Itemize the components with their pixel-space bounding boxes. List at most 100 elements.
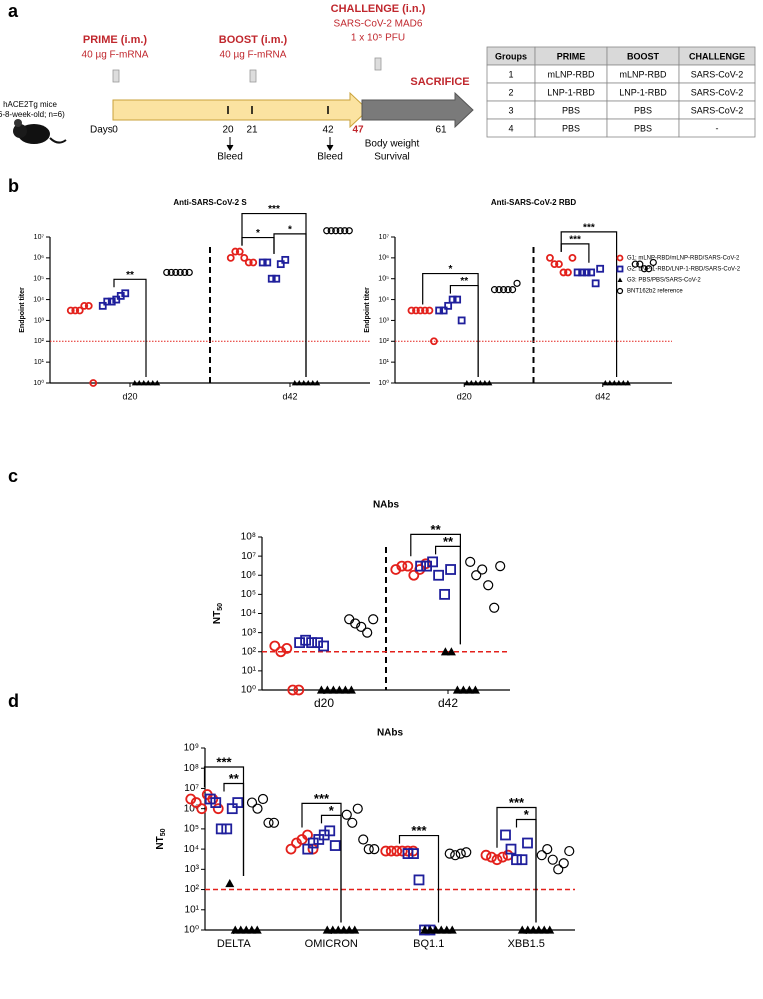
data-point bbox=[448, 295, 457, 304]
significance-label: * bbox=[524, 807, 530, 822]
challenge-label: CHALLENGE (i.n.) bbox=[331, 3, 426, 15]
data-point bbox=[385, 845, 397, 857]
data-point bbox=[490, 286, 499, 294]
data-point bbox=[345, 227, 353, 235]
data-point bbox=[465, 556, 476, 567]
data-point bbox=[602, 380, 609, 386]
data-point bbox=[103, 297, 112, 306]
significance-bracket bbox=[496, 806, 537, 923]
data-point bbox=[263, 258, 272, 267]
data-point bbox=[329, 840, 341, 851]
significance-label: *** bbox=[509, 795, 525, 810]
bleed-label: Bleed bbox=[317, 152, 343, 163]
data-point bbox=[291, 380, 298, 386]
data-point bbox=[578, 268, 587, 277]
data-point bbox=[275, 646, 287, 658]
significance-bracket bbox=[515, 818, 537, 923]
table-text: 1 bbox=[508, 69, 513, 79]
data-point bbox=[314, 380, 321, 386]
data-point bbox=[522, 837, 533, 849]
data-point bbox=[444, 301, 453, 310]
y-tick-label: 10³ bbox=[34, 317, 45, 324]
data-point bbox=[555, 260, 563, 269]
data-point bbox=[121, 289, 130, 298]
chart-title: NAbs bbox=[373, 500, 400, 511]
data-point bbox=[636, 260, 644, 268]
data-point bbox=[611, 380, 618, 386]
data-point bbox=[340, 685, 350, 694]
data-point bbox=[226, 803, 238, 815]
challenge-virus: SARS-CoV-2 MAD6 bbox=[334, 19, 423, 30]
data-point bbox=[341, 227, 349, 235]
y-tick-label: 10⁹ bbox=[184, 743, 199, 754]
y-tick-label: 10³ bbox=[379, 317, 390, 324]
data-point bbox=[84, 301, 93, 310]
data-point bbox=[425, 306, 434, 315]
table-text: 3 bbox=[508, 105, 513, 115]
data-point bbox=[257, 793, 269, 805]
x-tick-label: d42 bbox=[282, 391, 297, 401]
data-point bbox=[154, 380, 161, 386]
data-point bbox=[413, 874, 425, 886]
data-point bbox=[427, 556, 439, 568]
significance-label: ** bbox=[460, 276, 468, 287]
data-point bbox=[281, 642, 293, 654]
y-tick-label: 10⁴ bbox=[241, 608, 256, 619]
data-point bbox=[296, 380, 303, 386]
data-point bbox=[252, 803, 263, 814]
panel-label: c bbox=[8, 466, 18, 486]
data-point bbox=[390, 564, 402, 575]
chart: NAbs 10⁰ 10¹ 10² 10³ 10⁴ 10⁵ 10⁶ 10⁷ 10⁸ NT50 d20 d4… bbox=[212, 500, 510, 710]
data-point bbox=[268, 817, 280, 828]
data-point bbox=[221, 823, 233, 835]
challenge-arrow bbox=[361, 91, 474, 129]
data-point bbox=[89, 379, 98, 387]
data-point bbox=[267, 274, 276, 283]
significance-bracket bbox=[241, 236, 275, 254]
data-point bbox=[461, 847, 472, 858]
mice-label: hACE2Tg mice bbox=[3, 100, 57, 109]
data-point bbox=[300, 634, 312, 646]
y-tick-label: 10² bbox=[34, 338, 45, 345]
data-point bbox=[272, 274, 281, 283]
panel-label: b bbox=[8, 176, 19, 196]
day: 20 bbox=[222, 125, 234, 136]
y-tick-label: 10⁰ bbox=[241, 685, 256, 696]
data-point bbox=[631, 260, 639, 268]
data-point bbox=[616, 287, 624, 295]
data-point bbox=[300, 380, 307, 386]
data-point bbox=[305, 380, 312, 386]
data-point bbox=[497, 851, 508, 863]
table-text: SARS-CoV-2 bbox=[691, 69, 744, 79]
prime-label: PRIME (i.m.) bbox=[83, 34, 148, 46]
significance-label: *** bbox=[314, 791, 330, 806]
y-tick-label: 10⁵ bbox=[241, 589, 256, 600]
days-label: Days bbox=[90, 125, 113, 136]
data-point bbox=[616, 265, 624, 273]
data-point bbox=[215, 823, 227, 835]
data-point bbox=[468, 380, 475, 386]
data-point bbox=[210, 797, 222, 808]
data-point bbox=[483, 580, 494, 591]
readout: Survival bbox=[374, 152, 410, 163]
data-point bbox=[309, 380, 316, 386]
data-point bbox=[596, 264, 605, 273]
y-tick-label: 10⁵ bbox=[184, 824, 199, 835]
data-point bbox=[573, 268, 582, 277]
data-point bbox=[318, 640, 330, 652]
day: 47 bbox=[352, 125, 364, 136]
significance-label: * bbox=[256, 228, 260, 239]
data-point bbox=[306, 637, 318, 649]
data-point bbox=[508, 286, 517, 294]
data-point bbox=[332, 227, 340, 235]
data-point bbox=[285, 843, 297, 855]
x-tick-label: d42 bbox=[595, 391, 610, 401]
significance-bracket bbox=[398, 834, 440, 923]
data-point bbox=[71, 306, 80, 315]
data-point bbox=[347, 817, 358, 828]
data-point bbox=[415, 560, 427, 572]
data-point bbox=[307, 837, 319, 849]
data-point bbox=[408, 848, 419, 859]
data-point bbox=[545, 925, 555, 934]
data-point bbox=[587, 268, 596, 277]
